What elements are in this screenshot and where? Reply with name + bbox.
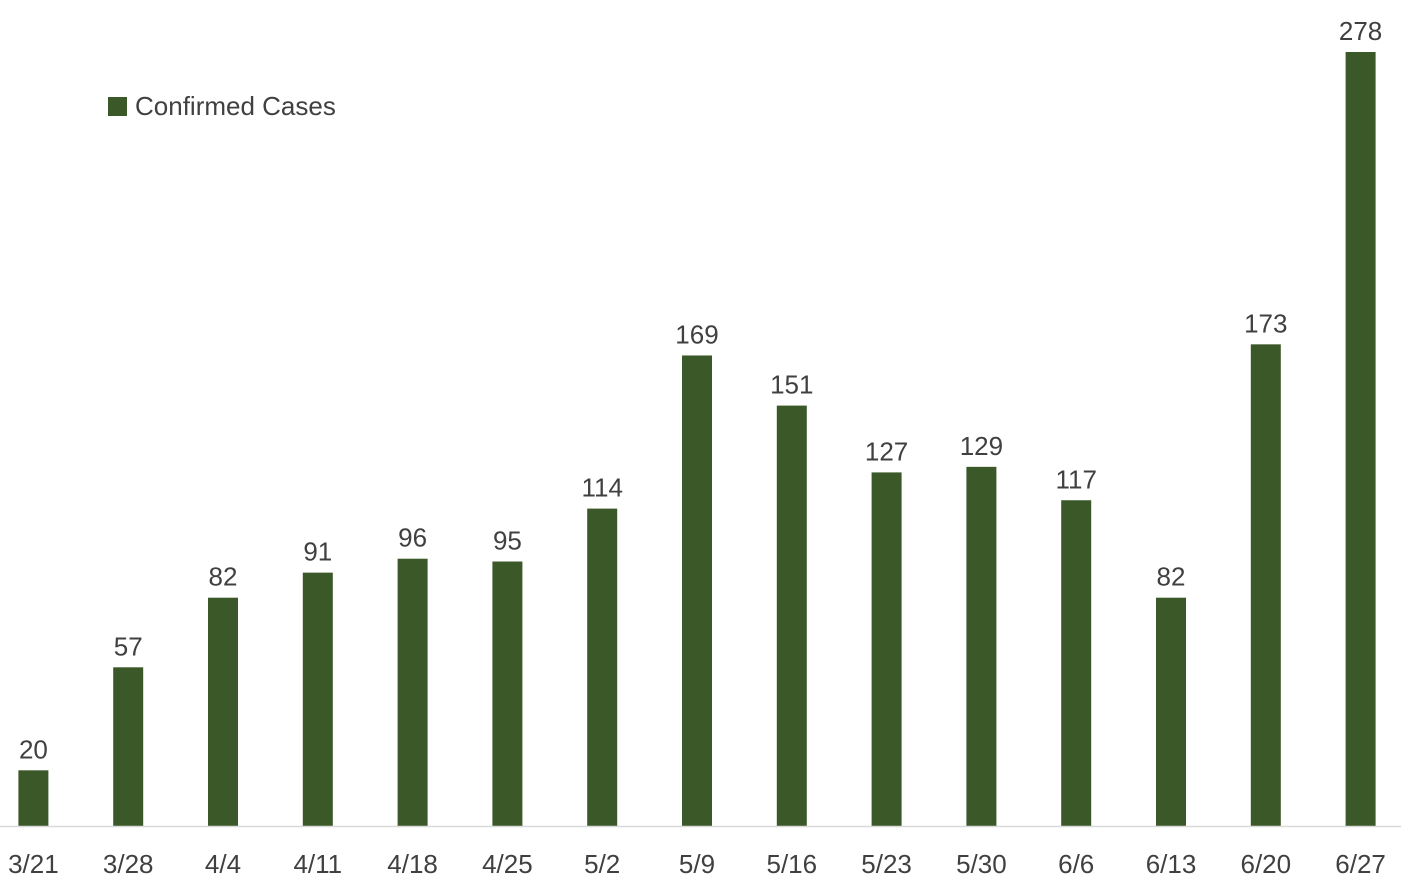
category-label-3/21: 3/21 — [8, 849, 59, 878]
value-label-6/27: 278 — [1339, 16, 1382, 46]
bar-5/16 — [776, 405, 807, 826]
value-label-3/28: 57 — [114, 631, 143, 661]
category-label-4/18: 4/18 — [387, 849, 438, 878]
category-label-6/13: 6/13 — [1146, 849, 1197, 878]
value-label-6/13: 82 — [1157, 562, 1186, 592]
category-label-4/11: 4/11 — [293, 849, 342, 878]
bar-4/25 — [492, 561, 523, 826]
value-label-5/23: 127 — [865, 436, 908, 466]
value-label-4/4: 82 — [209, 562, 238, 592]
value-label-3/21: 20 — [19, 734, 48, 764]
value-label-4/11: 91 — [303, 537, 332, 567]
bar-3/21 — [18, 770, 49, 826]
category-label-6/20: 6/20 — [1240, 849, 1291, 878]
bar-3/28 — [113, 667, 144, 826]
value-label-5/30: 129 — [960, 431, 1003, 461]
bar-6/20 — [1250, 344, 1281, 826]
category-label-6/6: 6/6 — [1058, 849, 1094, 878]
bar-5/30 — [966, 466, 997, 826]
bar-5/23 — [871, 472, 902, 826]
bar-4/18 — [397, 558, 428, 826]
value-label-4/18: 96 — [398, 523, 427, 553]
bar-6/6 — [1061, 500, 1092, 826]
category-label-5/9: 5/9 — [679, 849, 715, 878]
legend-label: Confirmed Cases — [135, 90, 336, 121]
category-label-6/27: 6/27 — [1335, 849, 1386, 878]
bar-6/27 — [1345, 52, 1376, 826]
value-label-5/9: 169 — [675, 319, 718, 349]
category-label-5/23: 5/23 — [861, 849, 912, 878]
value-label-5/16: 151 — [770, 370, 813, 400]
bar-4/11 — [302, 572, 333, 826]
category-label-3/28: 3/28 — [103, 849, 154, 878]
value-label-5/2: 114 — [581, 473, 622, 503]
category-label-4/4: 4/4 — [205, 849, 241, 878]
value-labels-group: 20 57 82 91 96 95 114 169 151 127 129 117 82 173 278 — [19, 16, 1382, 764]
value-label-6/20: 173 — [1244, 308, 1287, 338]
bar-5/9 — [682, 355, 712, 826]
bars-group — [18, 52, 1376, 826]
legend-swatch — [108, 96, 127, 116]
bar-4/4 — [208, 597, 238, 826]
value-label-4/25: 95 — [493, 526, 522, 556]
category-label-5/2: 5/2 — [584, 849, 620, 878]
value-label-6/6: 117 — [1055, 464, 1096, 494]
bar-6/13 — [1156, 597, 1186, 826]
category-label-5/16: 5/16 — [766, 849, 817, 878]
category-labels-group: 3/21 3/28 4/4 4/11 4/18 4/25 5/2 5/9 5/16 5/23 5/3… — [8, 849, 1386, 878]
category-label-5/30: 5/30 — [956, 849, 1007, 878]
legend: Confirmed Cases — [108, 90, 336, 122]
category-label-4/25: 4/25 — [482, 849, 533, 878]
bar-5/2 — [587, 508, 618, 826]
